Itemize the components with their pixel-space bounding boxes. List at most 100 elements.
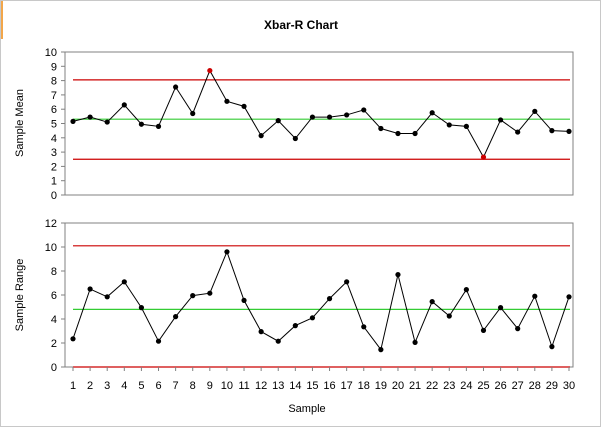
x-tick-label: 7	[173, 380, 179, 392]
mean-point	[326, 114, 333, 120]
mean-point	[446, 122, 452, 128]
sample-range-plot-area	[64, 222, 574, 368]
mean-point	[292, 135, 298, 142]
mean-point	[87, 114, 93, 120]
x-tick-label: 22	[426, 380, 438, 392]
x-tick-label: 28	[529, 380, 541, 392]
range-point	[309, 315, 316, 321]
mean-point	[70, 118, 76, 124]
range-point	[258, 329, 264, 335]
range-ytick-label: 4	[51, 314, 57, 326]
mean-point	[258, 133, 264, 139]
x-tick-label: 27	[512, 380, 524, 392]
range-point	[207, 290, 213, 296]
x-axis-ticks: 1 2 3 4 5 6 7 8 9 10 11 12 13 14 15 16 17 18 19 20 21 22 23 24 2…	[70, 367, 575, 392]
window-accent	[1, 1, 3, 39]
mean-ytick-label: 7	[51, 90, 57, 102]
mean-point	[532, 108, 538, 114]
x-tick-label: 18	[358, 380, 370, 392]
mean-point	[344, 112, 350, 118]
x-tick-label: 1	[70, 380, 76, 392]
x-tick-label: 9	[207, 380, 213, 392]
mean-point	[224, 98, 230, 104]
mean-ytick-label: 9	[51, 61, 57, 73]
x-tick-label: 4	[121, 380, 127, 392]
x-tick-label: 11	[238, 380, 249, 392]
range-point	[155, 338, 162, 344]
mean-ytick-label: 1	[51, 176, 57, 188]
mean-point	[121, 102, 127, 108]
range-point	[190, 293, 196, 299]
range-point	[480, 327, 487, 333]
range-point	[104, 294, 110, 300]
x-tick-label: 13	[272, 380, 284, 392]
range-ytick-label: 2	[51, 338, 57, 350]
range-point	[87, 286, 93, 292]
range-point	[549, 344, 555, 350]
x-tick-label: 26	[494, 380, 506, 392]
range-point	[292, 323, 298, 329]
range-point	[121, 279, 127, 285]
sample-range-panel: Sample Range 0 2 4 6 8 10 12	[14, 218, 574, 374]
range-ytick-label: 12	[45, 218, 57, 230]
mean-point	[497, 117, 504, 123]
x-tick-label: 20	[392, 380, 404, 392]
range-point	[515, 326, 521, 332]
mean-ytick-label: 0	[51, 190, 57, 202]
mean-point	[138, 121, 145, 127]
mean-point	[190, 110, 196, 117]
x-tick-label: 15	[306, 380, 318, 392]
x-tick-label: 16	[323, 380, 335, 392]
range-ytick-label: 8	[51, 266, 57, 278]
range-point	[326, 296, 333, 302]
range-point	[395, 272, 401, 278]
mean-point	[463, 123, 469, 129]
sample-mean-plot-area	[64, 51, 574, 196]
sample-mean-panel: Sample Mean 0 1 2 3 4 5 6 7 8 9 10	[14, 47, 574, 202]
x-tick-label: 8	[190, 380, 196, 392]
range-point	[224, 249, 230, 255]
x-tick-label: 21	[409, 380, 421, 392]
range-point	[412, 339, 418, 345]
range-point	[70, 336, 76, 342]
x-axis-label: Sample	[288, 403, 325, 415]
x-tick-label: 5	[138, 380, 144, 392]
mean-ytick-label: 5	[51, 119, 57, 131]
mean-ytick-label: 8	[51, 76, 57, 88]
range-ytick-label: 0	[51, 362, 57, 374]
mean-point	[412, 130, 418, 137]
mean-ytick-label: 10	[45, 47, 57, 59]
x-tick-label: 19	[375, 380, 387, 392]
sample-range-ylabel: Sample Range	[14, 259, 26, 332]
range-point	[138, 305, 145, 311]
mean-point	[104, 119, 110, 125]
mean-ytick-label: 4	[51, 133, 57, 145]
mean-point	[549, 128, 555, 134]
range-point	[344, 279, 350, 285]
x-tick-label: 14	[289, 380, 301, 392]
mean-point	[173, 84, 179, 90]
mean-point	[275, 118, 281, 124]
mean-point	[378, 125, 384, 132]
x-tick-label: 3	[104, 380, 110, 392]
mean-point	[241, 103, 247, 109]
range-point	[241, 297, 247, 303]
x-tick-label: 25	[477, 380, 489, 392]
range-point	[532, 293, 538, 299]
sample-mean-ylabel: Sample Mean	[14, 89, 26, 157]
range-point	[446, 313, 452, 319]
range-point	[173, 314, 179, 320]
x-tick-label: 29	[546, 380, 558, 392]
chart-title: Xbar-R Chart	[264, 18, 338, 32]
range-point	[378, 347, 384, 353]
mean-point	[395, 130, 401, 137]
mean-point	[207, 67, 213, 74]
range-point	[497, 305, 504, 311]
x-tick-label: 24	[460, 380, 472, 392]
x-tick-label: 23	[443, 380, 455, 392]
x-tick-label: 12	[255, 380, 267, 392]
range-point	[463, 287, 469, 293]
range-point	[361, 324, 367, 330]
x-tick-label: 2	[87, 380, 93, 392]
